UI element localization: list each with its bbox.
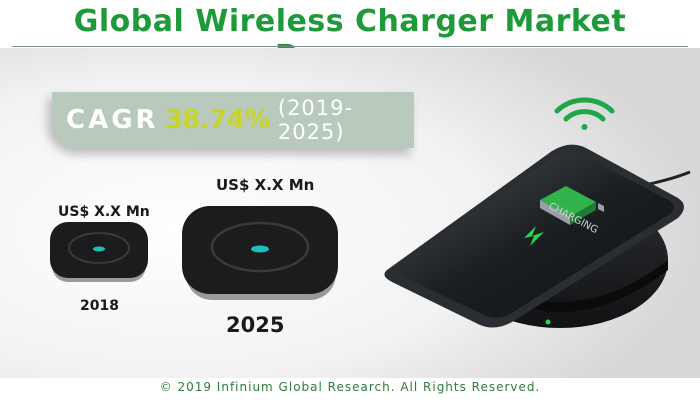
charger-2018-graphic (50, 222, 148, 282)
copyright-footer: © 2019 Infinium Global Research. All Rig… (159, 380, 541, 394)
charger-2018-year: 2018 (80, 298, 119, 314)
smartphone-graphic: CHARGING (384, 144, 684, 328)
cagr-banner: CAGR 38.74% (2019-2025) (52, 92, 414, 148)
charger-2025-year: 2025 (226, 313, 285, 337)
wifi-signal-icon (554, 97, 615, 130)
title-divider (12, 46, 688, 47)
cagr-value: 38.74% (164, 105, 271, 135)
lightning-bolt-icon (524, 226, 544, 246)
battery-icon (540, 186, 596, 217)
cagr-label: CAGR (66, 105, 159, 135)
charger-2025-graphic (182, 206, 338, 300)
charger-2018-value-label: US$ X.X Mn (58, 204, 150, 220)
charger-2025-value-label: US$ X.X Mn (216, 176, 315, 194)
cagr-years: (2019-2025) (277, 96, 354, 144)
